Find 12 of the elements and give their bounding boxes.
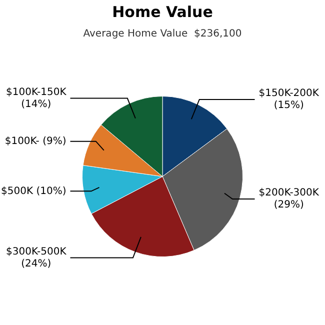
slice-label: $150K-200K — [258, 88, 320, 100]
slice-label: $100K- (9%) — [4, 136, 66, 147]
data-label: (14%) — [21, 98, 52, 110]
chart-title: Home Value — [112, 2, 213, 21]
slice-label: $100K-150K — [6, 86, 67, 98]
data-label: (15%) — [274, 100, 304, 112]
slice-label: $300K-500K — [6, 246, 67, 258]
data-label: (24%) — [21, 258, 52, 270]
slice-label: $200K-300K — [258, 188, 320, 199]
slice-label: $500K (10%) — [1, 186, 66, 197]
data-label: (29%) — [274, 200, 304, 211]
chart-subtitle: Average Home Value $236,100 — [83, 28, 242, 40]
